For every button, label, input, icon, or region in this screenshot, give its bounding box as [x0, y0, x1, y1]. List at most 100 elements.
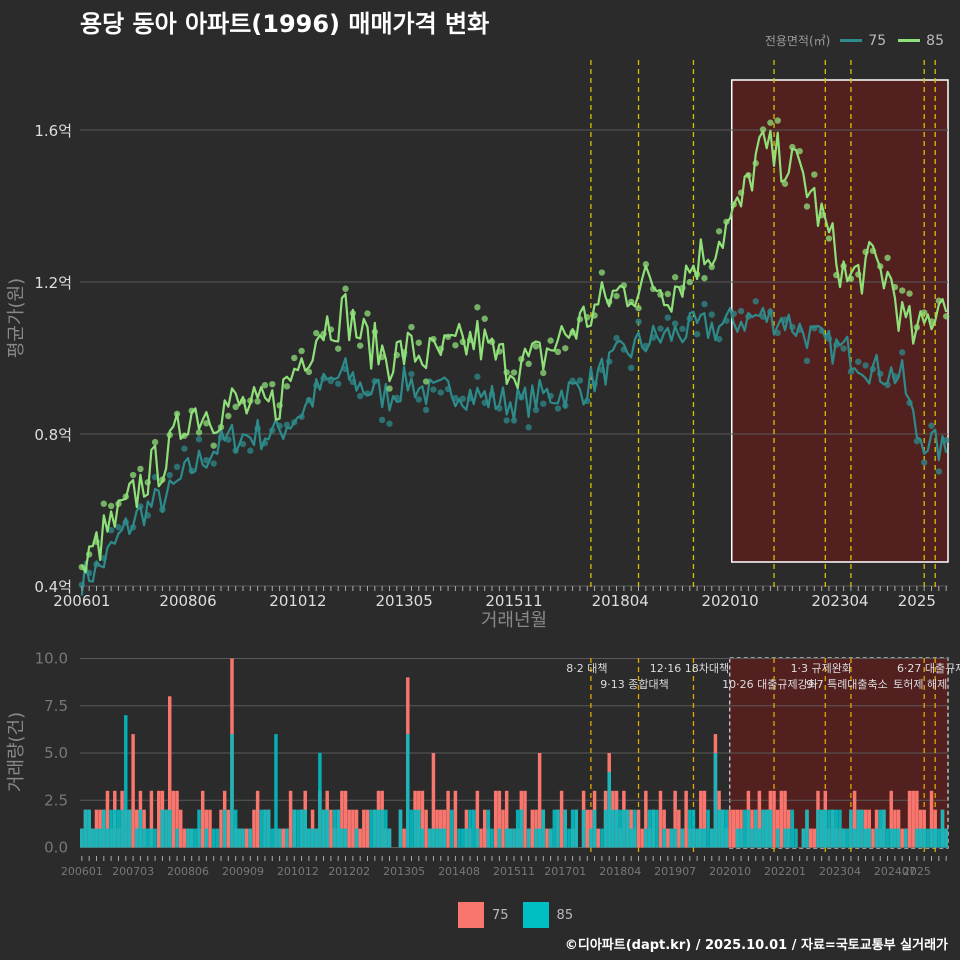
volume-bar-75 — [911, 790, 915, 848]
volume-bar-75 — [812, 828, 817, 848]
volume-bar-75 — [852, 790, 857, 848]
legend-title: 전용면적(㎡) — [764, 34, 831, 48]
price-point-85 — [642, 261, 650, 268]
price-point-85 — [408, 323, 415, 331]
price-point-75 — [408, 370, 415, 378]
price-point-75 — [474, 373, 481, 380]
price-point-75 — [920, 459, 928, 466]
volume-bar-85 — [874, 828, 879, 848]
legend-label-75: 75 — [868, 32, 887, 49]
volume-bar-75 — [175, 790, 179, 848]
volume-bar-75 — [929, 790, 934, 848]
volume-bar-85 — [742, 809, 747, 848]
volume-bar-85 — [673, 828, 677, 848]
price-point-85 — [671, 274, 679, 281]
volume-bar-85 — [548, 828, 553, 848]
price-point-85 — [598, 269, 606, 276]
policy-annotation: 6·27 대출규제 — [897, 662, 960, 675]
volume-ytick-label: 0.0 — [44, 839, 68, 857]
price-point-75 — [554, 405, 562, 412]
legend-label-85: 85 — [926, 32, 944, 49]
volume-bar-85 — [442, 828, 447, 848]
price-point-85 — [781, 180, 789, 187]
volume-bar-85 — [124, 715, 128, 848]
price-point-85 — [269, 380, 276, 388]
volume-bar-85 — [775, 828, 780, 848]
volume-ytick-label: 10.0 — [35, 650, 68, 668]
volume-bar-85 — [534, 828, 538, 848]
volume-bar-85 — [816, 809, 820, 848]
volume-xtick-label: 2025 — [903, 865, 931, 878]
volume-bar-75 — [493, 790, 498, 848]
price-xtick-label: 202010 — [701, 592, 758, 610]
price-point-75 — [173, 463, 181, 471]
price-point-75 — [664, 314, 672, 321]
legend-bar-label-85: 85 — [556, 907, 574, 923]
volume-bar-85 — [922, 828, 926, 848]
volume-yaxis-title: 거래량(건) — [6, 712, 27, 792]
volume-xtick-label: 201907 — [654, 865, 696, 878]
volume-xtick-label: 200806 — [167, 865, 209, 878]
volume-bar-85 — [504, 828, 509, 848]
volume-bar-85 — [750, 828, 754, 848]
volume-bar-75 — [200, 790, 205, 848]
price-point-85 — [906, 290, 913, 297]
volume-bar-85 — [318, 753, 322, 848]
volume-bar-75 — [446, 790, 450, 848]
volume-bar-75 — [915, 790, 919, 848]
price-point-85 — [356, 342, 364, 349]
price-point-75 — [913, 437, 921, 445]
volume-bar-85 — [149, 828, 154, 848]
volume-bar-85 — [468, 809, 472, 848]
volume-bar-85 — [270, 828, 275, 848]
volume-bar-85 — [830, 809, 835, 848]
price-point-75 — [752, 298, 759, 305]
volume-bar-75 — [640, 828, 644, 848]
volume-bar-85 — [655, 809, 659, 848]
volume-bar-85 — [783, 828, 787, 848]
volume-bar-75 — [728, 809, 732, 848]
price-line-85 — [80, 129, 948, 574]
price-ytick-label: 0.4억 — [34, 578, 72, 596]
policy-annotation: 10·26 대출규제강화 — [722, 678, 818, 691]
highlight-box — [730, 79, 949, 563]
volume-bar-75 — [808, 828, 813, 848]
price-point-75 — [503, 417, 510, 424]
volume-bar-85 — [633, 809, 637, 848]
volume-bar-75 — [732, 809, 736, 848]
volume-bar-85 — [845, 828, 850, 848]
price-point-85 — [291, 354, 298, 362]
volume-bar-85 — [786, 828, 791, 848]
price-xtick-label: 201305 — [375, 592, 432, 610]
price-xaxis-title: 거래년월 — [481, 610, 547, 631]
price-point-85 — [100, 500, 108, 507]
price-point-75 — [210, 460, 217, 467]
price-point-85 — [562, 345, 569, 352]
volume-xtick-label: 200909 — [222, 865, 264, 878]
volume-bar-85 — [515, 809, 520, 848]
price-point-75 — [635, 318, 642, 325]
volume-xtick-label: 201408 — [438, 865, 480, 878]
volume-bar-85 — [805, 809, 809, 848]
volume-bar-85 — [691, 809, 696, 848]
volume-bar-75 — [178, 809, 183, 848]
volume-bar-85 — [552, 809, 557, 848]
volume-bar-75 — [351, 809, 355, 848]
volume-bar-85 — [160, 809, 165, 848]
price-point-75 — [532, 406, 540, 414]
volume-bar-75 — [105, 790, 110, 848]
price-point-85 — [664, 290, 672, 298]
price-point-75 — [708, 311, 715, 318]
price-point-85 — [452, 342, 459, 349]
volume-bar-75 — [420, 790, 425, 848]
volume-bar-75 — [255, 790, 260, 848]
volume-bar-75 — [658, 790, 663, 848]
volume-bar-85 — [409, 809, 414, 848]
volume-bar-75 — [475, 790, 480, 848]
price-point-85 — [261, 381, 269, 389]
volume-bar-85 — [94, 828, 99, 848]
price-point-75 — [459, 395, 466, 403]
volume-bar-75 — [889, 790, 893, 848]
price-point-75 — [283, 421, 291, 429]
